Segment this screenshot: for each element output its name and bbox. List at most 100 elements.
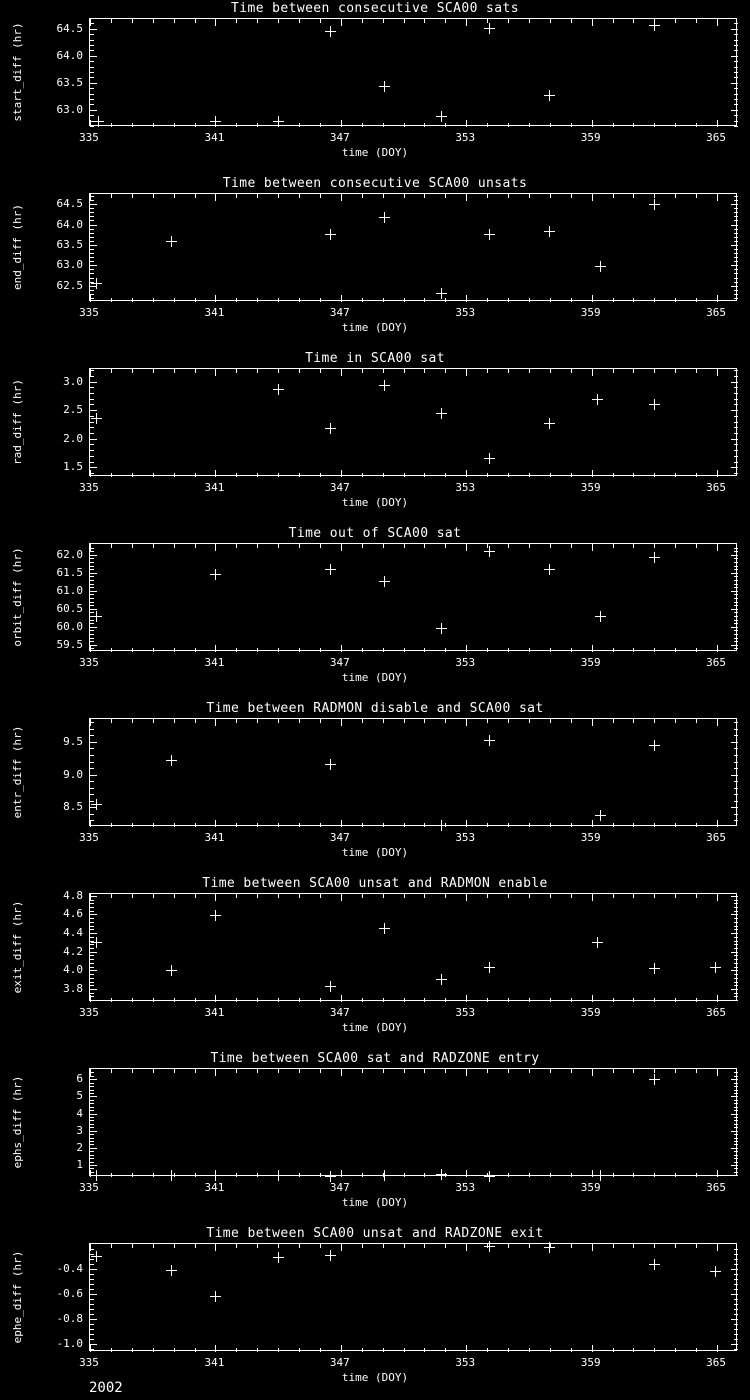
y-tick-label: -0.4 <box>56 1262 84 1276</box>
data-point-marker <box>209 1291 221 1303</box>
x-tick-minor-top <box>445 1244 447 1248</box>
plot-frame <box>89 18 738 128</box>
x-tick-minor <box>215 998 217 1002</box>
y-tick-minor <box>90 1117 94 1118</box>
x-tick-minor-top <box>131 194 133 198</box>
data-point-marker <box>379 1169 391 1181</box>
y-tick-minor-right <box>734 297 738 299</box>
y-tick-minor <box>90 547 94 549</box>
y-tick-minor <box>90 204 94 206</box>
x-tick-minor <box>131 648 133 652</box>
y-tick-minor <box>90 50 94 52</box>
x-tick-label: 365 <box>706 1356 727 1369</box>
y-tick-minor <box>90 1147 94 1149</box>
x-axis-title: time (DOY) <box>341 321 409 334</box>
x-tick-minor <box>173 648 175 652</box>
x-tick-minor-top <box>466 719 468 723</box>
x-tick-minor <box>675 648 677 652</box>
data-point-marker <box>435 820 447 832</box>
x-tick-minor <box>340 473 342 477</box>
y-tick-minor <box>90 925 94 927</box>
x-tick-minor <box>257 648 259 652</box>
data-point-marker <box>648 19 660 31</box>
y-tick-minor <box>90 741 94 743</box>
x-tick-minor-top <box>152 719 154 723</box>
y-tick-minor-right <box>734 547 738 549</box>
x-tick-minor <box>236 1348 238 1352</box>
y-tick-minor-right <box>734 1110 738 1112</box>
x-tick-minor-top <box>424 194 426 198</box>
x-tick-minor <box>633 648 635 652</box>
y-tick-minor <box>90 240 94 242</box>
data-point-marker <box>166 1264 178 1276</box>
y-tick-label: 60.5 <box>56 601 84 615</box>
y-tick-minor-right <box>734 787 738 789</box>
x-tick-minor <box>528 1173 530 1177</box>
x-tick-minor <box>508 648 510 652</box>
x-tick-minor <box>591 298 593 302</box>
y-tick-minor-right <box>734 623 738 625</box>
y-tick-minor <box>90 940 94 942</box>
x-tick-major <box>90 995 91 1002</box>
x-tick-minor-top <box>361 544 363 548</box>
y-tick-minor-right <box>734 907 738 909</box>
data-point-marker <box>648 198 660 210</box>
x-tick-minor-top <box>403 719 405 723</box>
x-tick-minor-top <box>382 719 384 723</box>
y-tick-minor-right <box>734 77 738 79</box>
y-tick-minor <box>90 387 94 389</box>
y-tick-label: 63.0 <box>56 258 84 272</box>
y-tick-minor <box>90 748 94 750</box>
x-tick-minor <box>570 123 572 127</box>
x-tick-minor <box>654 823 656 827</box>
x-tick-minor <box>487 1348 489 1352</box>
y-tick-minor-right <box>734 115 738 117</box>
data-point-marker <box>483 735 495 747</box>
data-point-marker <box>592 936 604 948</box>
x-tick-minor <box>508 823 510 827</box>
x-tick-label: 359 <box>580 1356 601 1369</box>
x-tick-minor-top <box>236 1069 238 1073</box>
data-point-marker <box>483 228 495 240</box>
y-tick-minor-right <box>734 196 738 198</box>
y-tick-minor <box>90 1096 94 1098</box>
x-tick-minor <box>361 648 363 652</box>
x-tick-minor <box>152 298 154 302</box>
x-tick-minor-top <box>173 19 175 23</box>
x-tick-minor-top <box>278 544 280 548</box>
x-tick-minor-top <box>612 1069 614 1073</box>
y-tick-minor-right <box>734 918 738 920</box>
x-tick-minor-top <box>654 894 656 898</box>
y-tick-minor <box>90 637 94 639</box>
data-point-marker <box>209 568 221 580</box>
x-tick-minor-top <box>445 369 447 373</box>
y-tick-minor-right <box>734 970 738 972</box>
x-tick-minor <box>131 823 133 827</box>
x-tick-minor <box>654 998 656 1002</box>
x-tick-minor <box>696 648 698 652</box>
x-tick-minor-top <box>675 1069 677 1073</box>
y-tick-minor-right <box>734 281 738 283</box>
y-tick-minor-right <box>734 1123 738 1125</box>
y-tick-minor-right <box>734 1141 738 1142</box>
data-point-marker <box>483 23 495 35</box>
x-tick-minor-top <box>570 194 572 198</box>
y-tick-minor <box>90 1171 94 1173</box>
x-tick-minor <box>319 1173 321 1177</box>
data-point-marker <box>209 909 221 921</box>
x-tick-minor <box>403 298 405 302</box>
data-point-marker <box>483 962 495 974</box>
y-tick-minor-right <box>734 1161 738 1163</box>
y-tick-minor <box>90 1082 94 1084</box>
x-tick-minor <box>675 1173 677 1177</box>
y-tick-minor-right <box>734 1154 738 1156</box>
x-tick-minor-top <box>717 1244 719 1248</box>
y-axis-title: orbit_diff (hr) <box>11 547 24 647</box>
x-tick-minor-top <box>696 1244 698 1248</box>
y-axis-title: ephs_diff (hr) <box>11 1075 24 1169</box>
x-tick-minor-top <box>152 369 154 373</box>
x-tick-minor-top <box>549 544 551 548</box>
x-tick-minor-top <box>549 1069 551 1073</box>
data-point-marker <box>272 1170 284 1182</box>
y-tick-minor-right <box>734 55 738 57</box>
